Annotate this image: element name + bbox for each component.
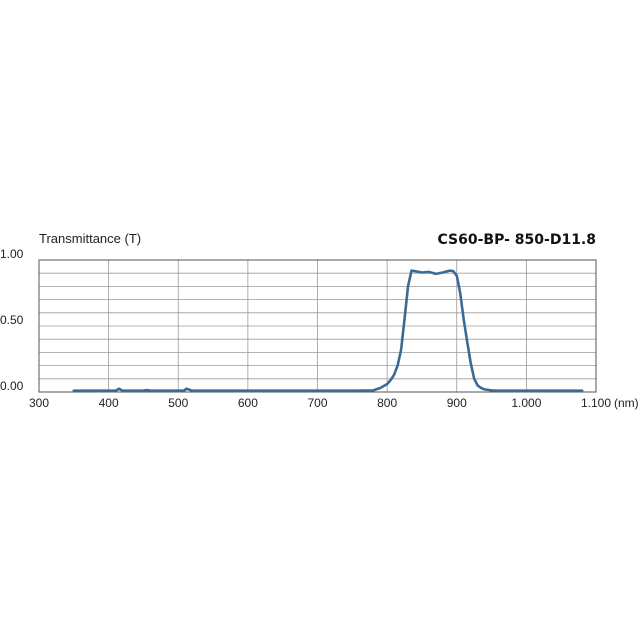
x-tick-label: 1.000	[511, 396, 541, 410]
y-axis-label: Transmittance (T)	[39, 231, 141, 246]
x-tick-label: 500	[168, 396, 188, 410]
y-tick-label: 0.00	[0, 379, 24, 393]
transmittance-curve	[72, 269, 584, 392]
x-tick-label: 400	[99, 396, 119, 410]
x-tick-label: 1.100	[581, 396, 611, 410]
x-tick-label: 700	[307, 396, 327, 410]
series-layer	[72, 269, 584, 392]
x-tick-label: 800	[377, 396, 397, 410]
x-tick-label: 900	[447, 396, 467, 410]
chart-title: CS60-BP- 850-D11.8	[438, 232, 596, 248]
x-axis-ticks: 300 400 500 600 700 800 900 1.000 1.100	[29, 396, 611, 410]
x-tick-label: 300	[29, 396, 49, 410]
y-tick-label: 0.50	[0, 313, 24, 327]
x-axis-unit-label: (nm)	[614, 396, 639, 410]
y-tick-label: 1.00	[0, 247, 24, 261]
x-tick-label: 600	[238, 396, 258, 410]
y-axis-ticks: 0.00 0.50 1.00	[0, 247, 24, 393]
